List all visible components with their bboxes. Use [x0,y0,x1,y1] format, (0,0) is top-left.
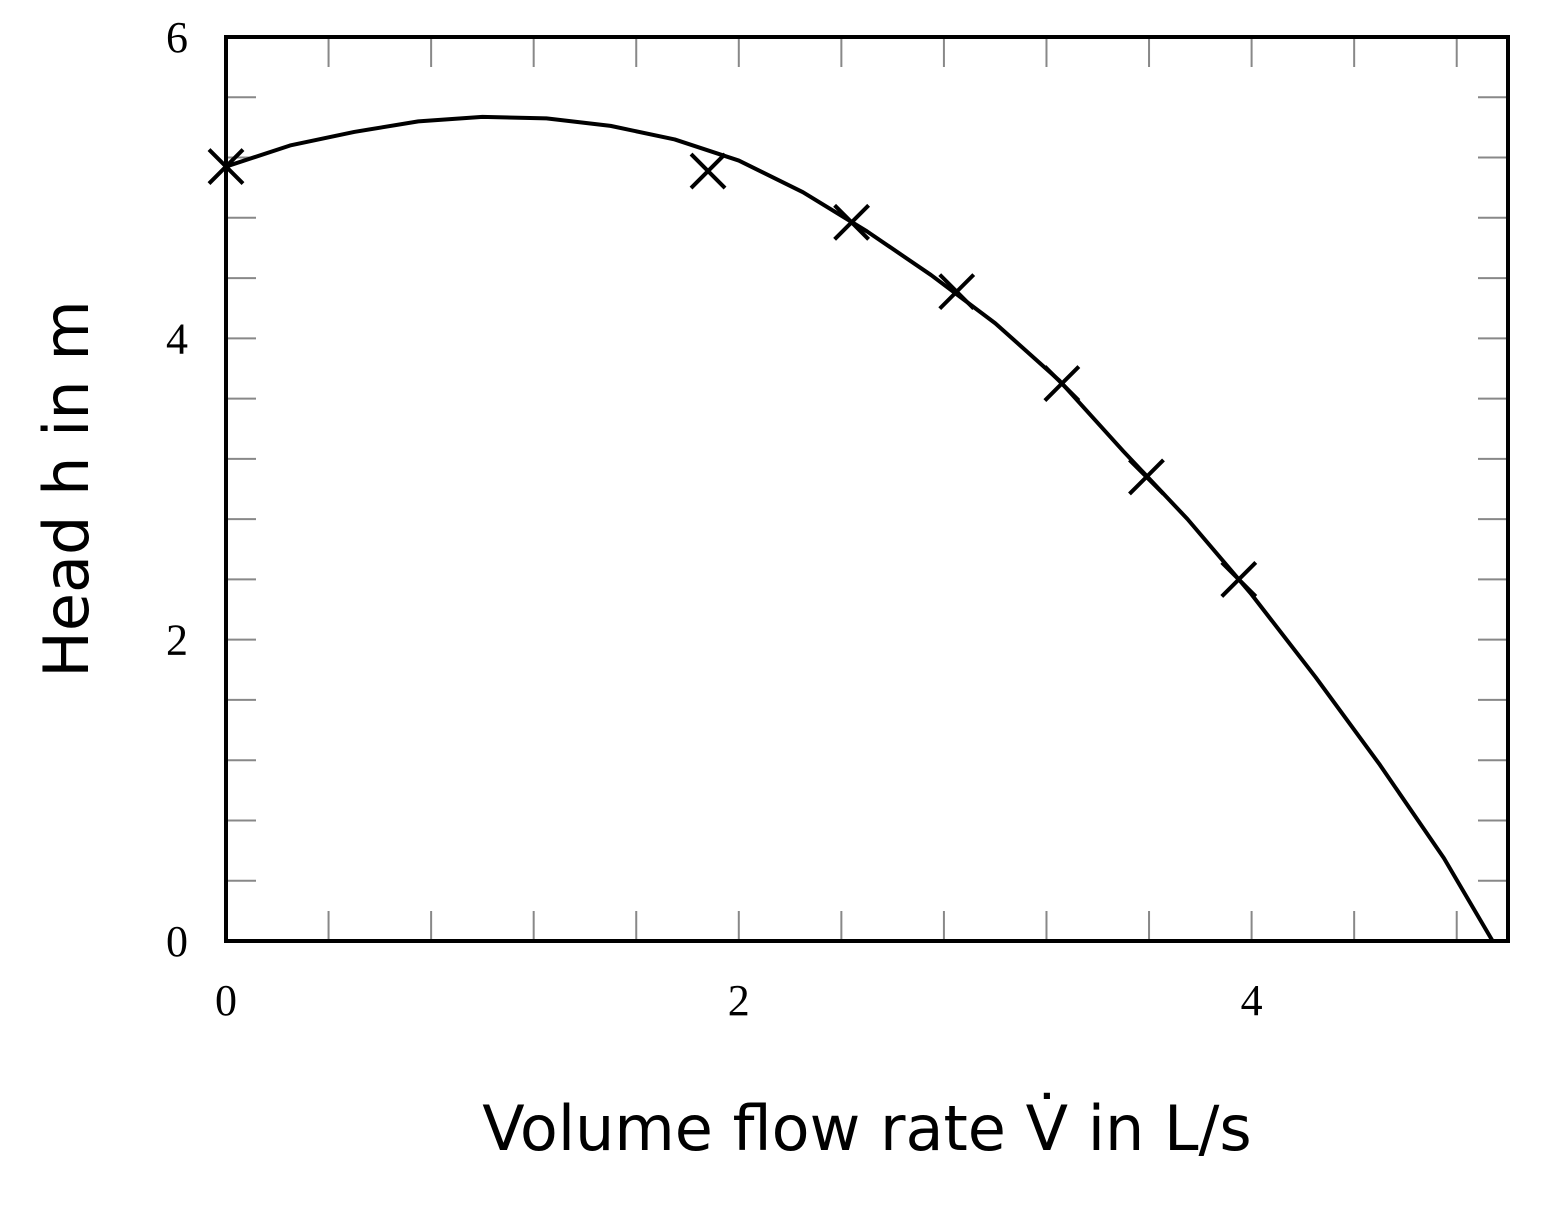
marker [1043,365,1081,402]
marker [1220,560,1258,598]
y-axis-label: Head h in m [30,300,103,677]
marker [1128,458,1165,496]
marker [689,152,727,190]
y-tick-label: 2 [166,616,188,665]
y-tick-label: 6 [166,13,188,62]
marker [833,203,871,241]
x-tick-label: 4 [1241,976,1263,1025]
x-tick-label: 2 [728,976,750,1025]
plot-frame [224,35,1510,943]
y-tick-label: 4 [166,314,188,363]
curve [225,114,1495,943]
x-axis-label: Volume flow rate V̇ in L/s [482,1092,1251,1165]
marker [938,273,976,311]
x-tick-label: 0 [215,976,237,1025]
y-tick-label: 0 [166,917,188,966]
